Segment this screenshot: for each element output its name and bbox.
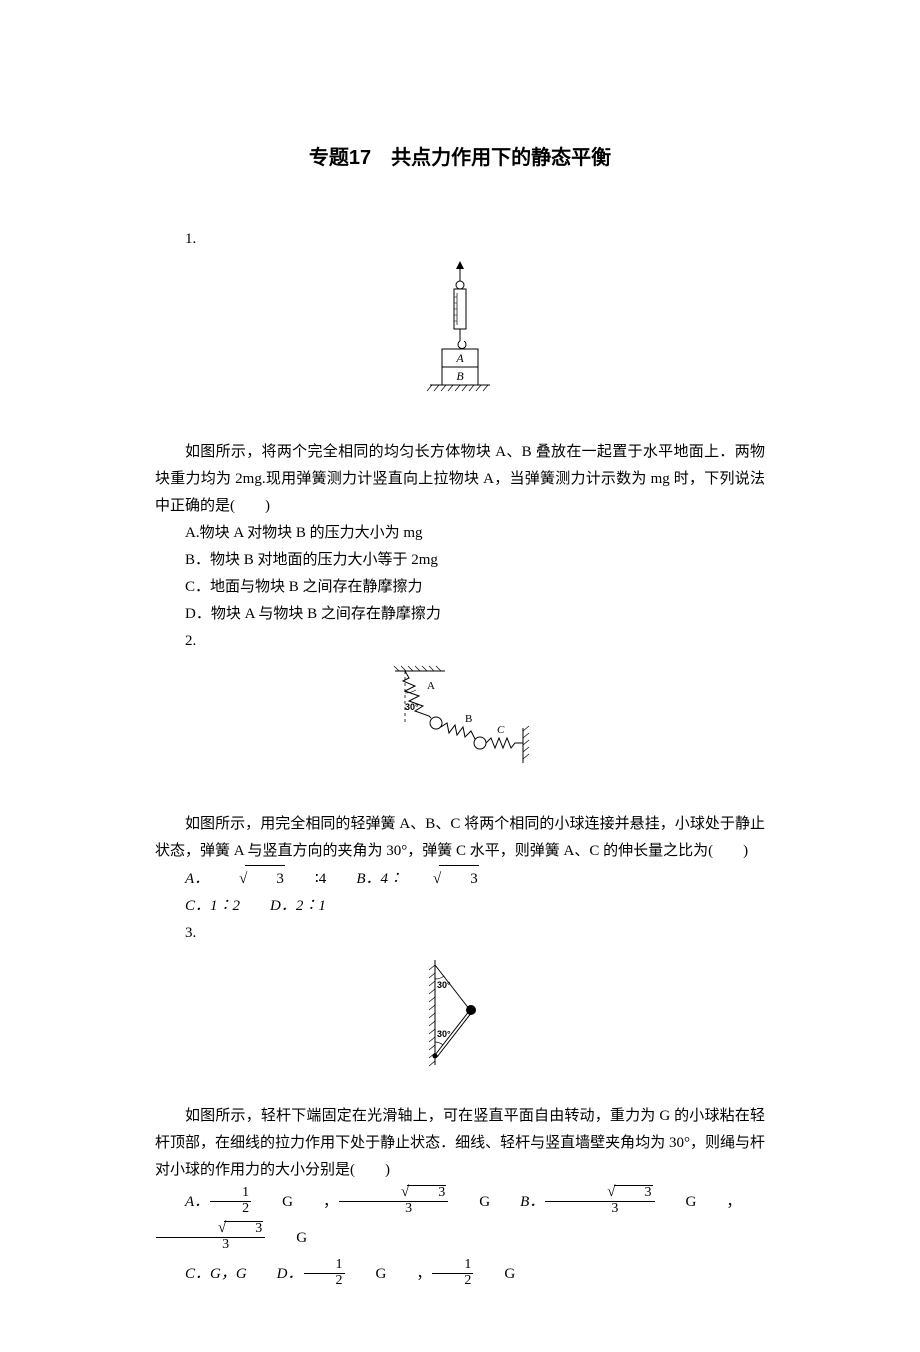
svg-text:A: A [427,680,435,692]
svg-text:30°: 30° [437,1029,451,1039]
q2-figure: A 30° B C [155,663,765,793]
q3-opt-c: C．G，G [155,1256,247,1292]
q2-opt-b-prefix: B．4∶ [326,866,403,893]
q2-options-cd: C．1∶2 D．2∶1 [155,893,765,920]
page-title: 专题17 共点力作用下的静态平衡 [155,140,765,176]
svg-text:B: B [456,369,464,383]
q3-comma: ， [696,1184,741,1220]
fraction-icon: √33 [545,1185,654,1216]
q3-comma: ， [386,1256,431,1292]
q3-g: G [346,1256,387,1292]
q3-g: G [252,1184,293,1220]
q1-number: 1. [155,226,765,253]
q3-opt-b-prefix: B． [490,1184,544,1220]
q2-body: 如图所示，用完全相同的轻弹簧 A、B、C 将两个相同的小球连接并悬挂，小球处于静… [155,811,765,865]
q2-opt-a-prefix: A． [155,866,209,893]
fraction-icon: 12 [432,1258,473,1288]
q3-g: G [266,1220,307,1256]
q3-figure: 30° 30° [155,955,765,1085]
svg-text:30°: 30° [405,702,419,712]
q3-number: 3. [155,920,765,947]
q2-opt-d: D．2∶1 [240,893,326,920]
q2-number: 2. [155,628,765,655]
q2-options-ab: A． √3 ∶4 B．4∶ √3 [155,865,765,893]
q3-body: 如图所示，轻杆下端固定在光滑轴上，可在竖直平面自由转动，重力为 G 的小球粘在轻… [155,1103,765,1184]
q3-opt-d-prefix: D． [247,1256,303,1292]
q1-option-b: B．物块 B 对地面的压力大小等于 2mg [155,547,765,574]
q1-option-a: A.物块 A 对物块 B 的压力大小为 mg [155,520,765,547]
fraction-icon: 12 [304,1258,345,1288]
fraction-icon: 12 [210,1186,251,1216]
sqrt-icon: √3 [403,865,479,893]
q1-body: 如图所示，将两个完全相同的均匀长方体物块 A、B 叠放在一起置于水平地面上．两物… [155,439,765,520]
q1-option-c: C．地面与物块 B 之间存在静摩擦力 [155,574,765,601]
svg-text:A: A [455,351,464,365]
fraction-icon: √33 [156,1221,265,1252]
q1-option-d: D．物块 A 与物块 B 之间存在静摩擦力 [155,601,765,628]
q3-options-cd: C．G，G D． 12 G ， 12 G [155,1256,765,1292]
sqrt-icon: √3 [209,865,285,893]
q3-g: G [656,1184,697,1220]
fraction-icon: √33 [339,1185,448,1216]
q1-figure: A B [155,261,765,421]
q3-opt-a-prefix: A． [155,1184,209,1220]
svg-text:30°: 30° [437,980,451,990]
q2-opt-a-mid: ∶4 [285,866,326,893]
q3-comma: ， [293,1184,338,1220]
q3-g: G [449,1184,490,1220]
q2-opt-c: C．1∶2 [155,893,240,920]
q3-g: G [474,1256,515,1292]
svg-text:B: B [465,713,472,725]
svg-text:C: C [497,724,505,736]
q3-options-ab: A． 12 G ， √33 G B． √33 G ， √33 G [155,1184,765,1256]
